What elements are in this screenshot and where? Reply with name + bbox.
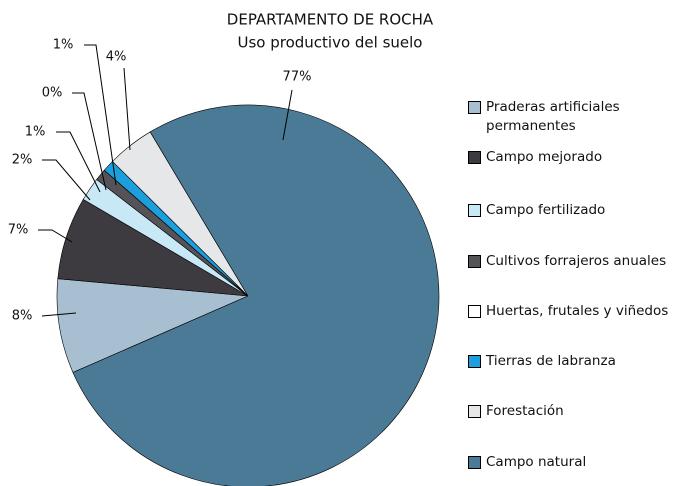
chart-subtitle: Uso productivo del suelo (237, 34, 422, 52)
legend-swatch (468, 305, 481, 318)
legend-label: Campo mejorado (486, 149, 603, 165)
legend-swatch (468, 255, 481, 268)
legend-label: Campo natural (486, 454, 587, 470)
legend-swatch (468, 204, 481, 217)
legend-label: Praderas artificiales permanentes (486, 99, 620, 134)
leader-line (84, 44, 117, 186)
data-label: 1% (25, 125, 46, 140)
data-label: 1% (53, 38, 74, 53)
legend-item: Praderas artificiales permanentes (468, 98, 680, 136)
legend-label: Campo fertilizado (486, 202, 606, 218)
leader-line (56, 131, 101, 193)
legend-swatch (468, 151, 481, 164)
pie-slice (56, 278, 249, 373)
legend-label: Forestación (486, 403, 564, 419)
legend-item: Tierras de labranza (468, 352, 680, 371)
legend-swatch (468, 101, 481, 114)
data-label: 77% (283, 70, 312, 85)
legend-label: Tierras de labranza (486, 353, 616, 369)
pie-slice (72, 104, 440, 486)
legend-item: Huertas, frutales y viñedos (468, 302, 680, 321)
legend-swatch (468, 456, 481, 469)
leader-line (72, 92, 107, 191)
data-label: 0% (42, 86, 63, 101)
legend-swatch (468, 355, 481, 368)
legend-item: Campo natural (468, 453, 680, 472)
leader-line (38, 229, 73, 243)
legend-label: Huertas, frutales y viñedos (486, 303, 669, 319)
data-label: 2% (12, 153, 33, 168)
legend-item: Campo mejorado (468, 148, 680, 167)
chart-title: DEPARTAMENTO DE ROCHA (227, 11, 434, 29)
legend-swatch (468, 405, 481, 418)
leader-line (41, 312, 77, 317)
leader-line (42, 159, 91, 201)
data-label: 7% (8, 223, 29, 238)
legend-item: Forestación (468, 402, 680, 421)
leader-line (123, 67, 131, 151)
legend-item: Cultivos forrajeros anuales (468, 252, 680, 271)
data-label: 8% (12, 309, 33, 324)
data-label: 4% (106, 50, 127, 65)
legend-item: Campo fertilizado (468, 201, 680, 220)
leader-line (282, 89, 293, 141)
legend-label: Cultivos forrajeros anuales (486, 253, 667, 269)
